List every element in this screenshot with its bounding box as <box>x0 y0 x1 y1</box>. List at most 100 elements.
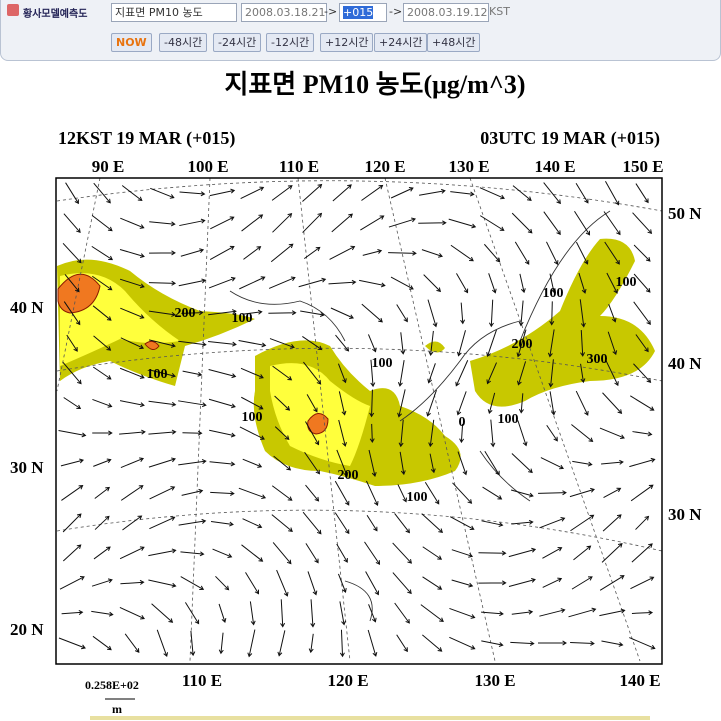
wind-vector <box>238 340 267 348</box>
wind-vector <box>241 396 264 410</box>
wind-vector <box>572 460 593 467</box>
time-button[interactable]: +24시간 <box>374 33 428 52</box>
wind-vector <box>215 575 230 591</box>
wind-vector <box>599 608 626 617</box>
wind-vector <box>208 369 237 379</box>
wind-vector <box>218 603 227 623</box>
forecast-select[interactable]: +015 <box>343 6 374 19</box>
wind-vector <box>148 400 177 407</box>
wind-vector <box>549 273 556 294</box>
arrow: -> <box>324 5 338 18</box>
time-button[interactable]: +48시간 <box>427 33 481 52</box>
time-button[interactable]: +12시간 <box>320 33 374 52</box>
wind-vector <box>179 191 206 197</box>
wind-vector <box>242 458 263 468</box>
time-button[interactable]: -24시간 <box>213 33 262 52</box>
wind-vector <box>178 340 207 347</box>
wind-vector <box>93 458 112 467</box>
wind-vector <box>148 310 177 317</box>
lat-label: 40 N <box>10 298 44 317</box>
wind-vector <box>486 329 497 357</box>
wind-vector <box>247 629 256 658</box>
wind-vector <box>178 400 207 408</box>
wind-vector <box>490 419 496 448</box>
wind-vector <box>303 361 322 385</box>
wind-vector <box>397 484 407 503</box>
wind-vector <box>63 213 81 234</box>
wind-vector <box>339 601 346 626</box>
wind-vector <box>568 607 597 618</box>
wind-vector <box>306 394 318 413</box>
wind-vector <box>484 451 500 476</box>
wind-vector <box>388 250 417 256</box>
wind-vector <box>276 569 289 597</box>
wind-vector <box>635 515 650 530</box>
wind-vector <box>181 488 204 496</box>
wind-vector <box>62 513 82 533</box>
wind-vector <box>518 300 524 327</box>
wind-vector <box>479 215 505 231</box>
wind-vector <box>148 457 176 468</box>
contour-label: 200 <box>175 306 196 321</box>
wind-vector <box>580 330 586 357</box>
wind-vector <box>120 217 145 229</box>
wind-vector <box>449 636 476 650</box>
wind-vector <box>599 575 625 591</box>
wind-vector <box>451 579 474 588</box>
wind-vector <box>334 480 350 506</box>
wind-vector <box>148 579 177 588</box>
wind-vector <box>190 630 196 657</box>
wind-vector <box>538 490 567 496</box>
variable-select[interactable]: 지표면 PM10 농도 <box>111 3 237 22</box>
wind-vector <box>422 634 443 652</box>
wind-vector <box>92 635 112 651</box>
wind-vector <box>511 609 534 615</box>
time-button[interactable]: -48시간 <box>159 33 208 52</box>
contour-label: 100 <box>242 410 263 425</box>
wind-vector <box>569 487 595 498</box>
wind-vector <box>303 246 321 260</box>
wind-vector <box>148 280 177 286</box>
wind-vector <box>334 512 350 535</box>
wind-vector <box>209 429 236 438</box>
wind-vector <box>390 276 414 290</box>
wind-vector <box>579 299 586 328</box>
wind-vector <box>547 329 555 358</box>
wind-vector <box>218 632 224 655</box>
color-bar <box>90 716 650 720</box>
wind-vector <box>635 183 649 204</box>
wind-vector <box>422 576 443 590</box>
wind-vector <box>65 182 79 205</box>
map-title: 지표면 PM10 농도(μg/m^3) <box>224 70 525 99</box>
wind-vector <box>424 481 440 505</box>
wind-vector <box>633 301 651 325</box>
wind-vector <box>239 276 266 290</box>
lat-label: 50 N <box>668 204 702 223</box>
wind-vector <box>629 637 656 650</box>
wind-vector <box>603 211 621 236</box>
wind-vector <box>629 457 656 468</box>
wind-vector <box>91 610 114 617</box>
wind-vector <box>180 248 205 257</box>
wind-vector <box>330 307 354 319</box>
wind-vector <box>271 485 293 501</box>
wind-vector <box>302 336 323 351</box>
wind-vector <box>62 544 82 562</box>
wind-vector <box>272 542 292 565</box>
wind-vector <box>150 187 175 199</box>
wind-vector <box>63 397 82 410</box>
time-button[interactable]: -12시간 <box>266 33 315 52</box>
wind-vector <box>394 602 410 624</box>
wind-vector <box>120 457 145 468</box>
wind-vector <box>368 604 377 623</box>
wind-vector <box>575 241 589 265</box>
wind-vector <box>635 334 649 353</box>
wind-vector <box>488 299 494 328</box>
wind-vector <box>304 451 320 475</box>
timezone: KST <box>489 5 510 18</box>
now-button[interactable]: NOW <box>111 33 152 52</box>
wind-vector <box>93 335 112 351</box>
contour-label: 100 <box>543 286 564 301</box>
wind-vector <box>459 423 465 444</box>
wind-vector <box>149 221 176 227</box>
